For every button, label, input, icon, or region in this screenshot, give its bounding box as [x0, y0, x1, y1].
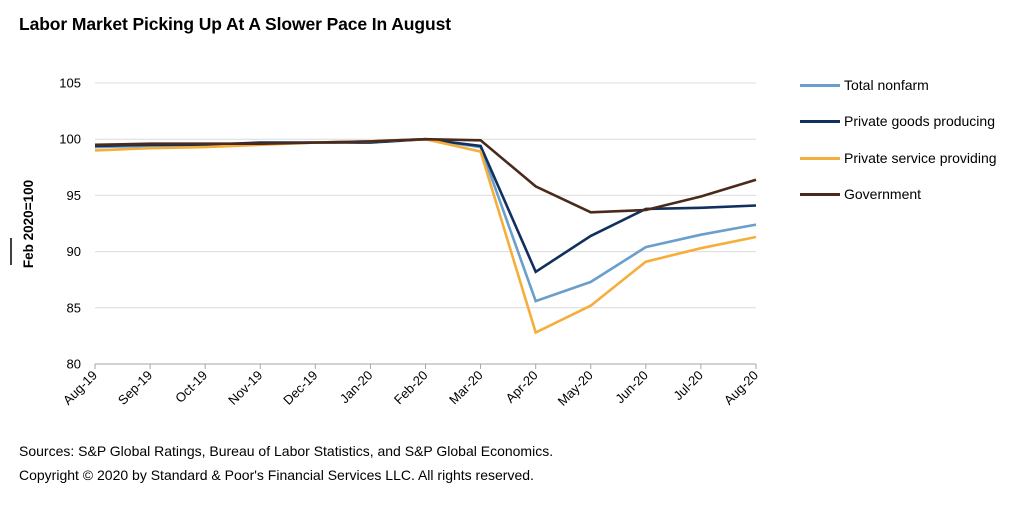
x-tick-label: Mar-20: [446, 368, 486, 408]
legend-swatch: [800, 84, 840, 87]
x-tick-label: Oct-19: [172, 368, 210, 406]
x-tick-label: Jun-20: [612, 368, 651, 407]
x-tick-label: Aug-20: [721, 368, 761, 408]
x-tick-label: Nov-19: [225, 368, 265, 408]
x-tick-label: Jan-20: [337, 368, 376, 407]
y-tick-label: 80: [67, 357, 81, 372]
y-tick-label: 105: [59, 76, 81, 91]
x-tick-label: Jul-20: [670, 368, 706, 404]
series-lines: [94, 137, 757, 335]
legend-label: Total nonfarm: [844, 77, 929, 93]
legend-label: Government: [844, 186, 922, 202]
series-line-total-nonfarm: [94, 137, 757, 303]
legend-item-total-nonfarm[interactable]: Total nonfarm: [800, 77, 1014, 94]
chart-title: Labor Market Picking Up At A Slower Pace…: [19, 14, 451, 34]
x-tick-label: May-20: [555, 368, 596, 409]
y-tick-label: 90: [67, 244, 81, 259]
legend-label: Private goods producing: [844, 113, 995, 129]
y-tick-labels: 80 85 90 95 100 105: [59, 76, 81, 372]
y-tick-label: 95: [67, 188, 81, 203]
x-tick-label: Sep-19: [115, 368, 155, 408]
legend-item-private-service-providing[interactable]: Private service providing: [800, 150, 1014, 167]
series-line-private-service-providing: [94, 137, 757, 335]
copyright-note: Copyright © 2020 by Standard & Poor's Fi…: [19, 467, 534, 483]
legend-item-government[interactable]: Government: [800, 186, 1014, 203]
axes: [94, 363, 757, 369]
sources-note: Sources: S&P Global Ratings, Bureau of L…: [19, 443, 554, 459]
gridlines: [95, 82, 756, 309]
x-tick-labels: Aug-19 Sep-19 Oct-19 Nov-19 Dec-19 Jan-20 Feb-…: [60, 368, 761, 409]
legend-swatch: [800, 193, 840, 196]
series-line-government: [94, 137, 757, 214]
y-tick-label: 100: [59, 132, 81, 147]
y-axis-title: Feb 2020=100: [21, 180, 36, 268]
legend-swatch: [800, 157, 840, 160]
y-tick-label: 85: [67, 300, 81, 315]
legend-item-private-goods-producing[interactable]: Private goods producing: [800, 113, 1014, 130]
x-tick-label: Apr-20: [503, 368, 541, 406]
legend-swatch: [800, 120, 840, 123]
x-tick-label: Aug-19: [60, 368, 100, 408]
x-tick-label: Dec-19: [280, 368, 320, 408]
legend-label: Private service providing: [844, 150, 997, 166]
x-tick-label: Feb-20: [391, 368, 431, 408]
